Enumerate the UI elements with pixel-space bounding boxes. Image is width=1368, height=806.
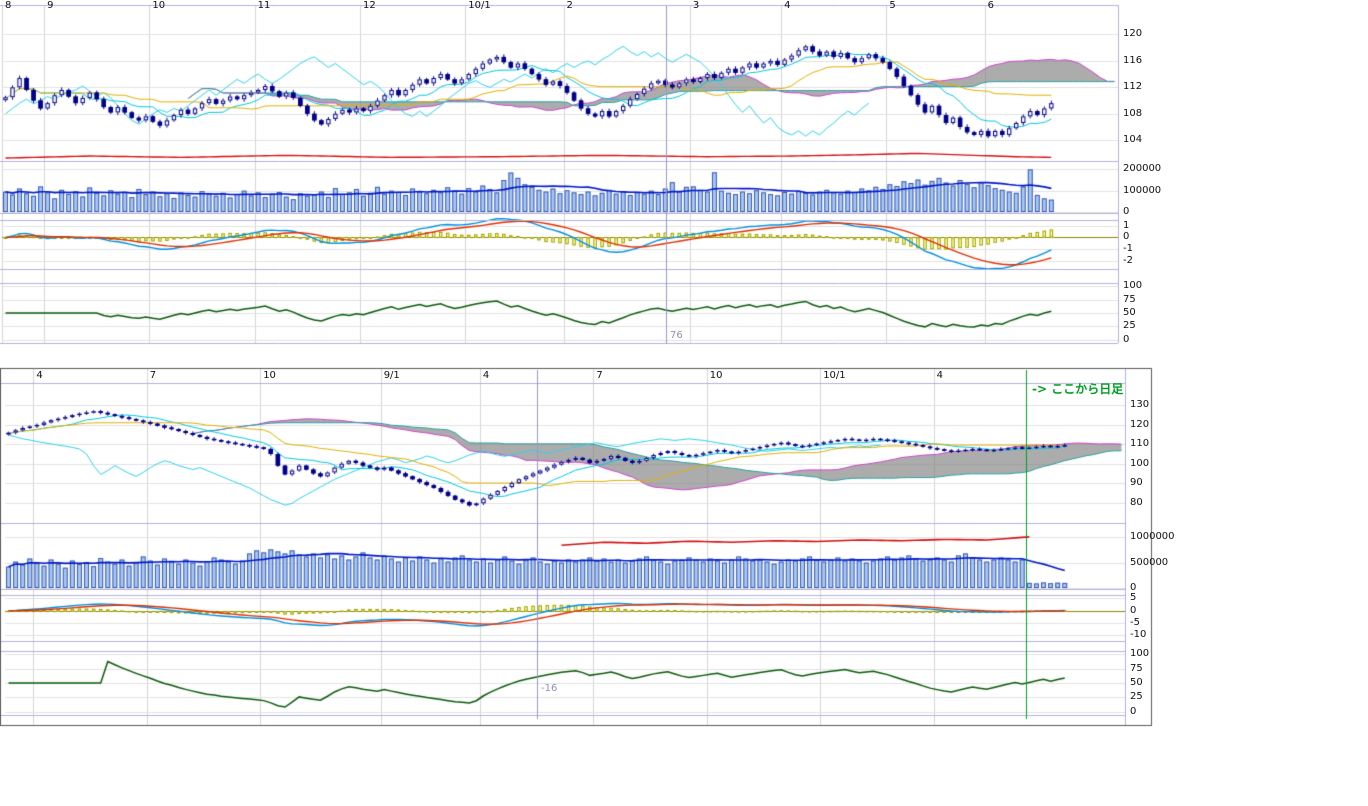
- x-axis-label: 10: [263, 370, 276, 381]
- x-axis-label: 4: [482, 370, 490, 381]
- x-axis-label: 4: [36, 370, 43, 381]
- x-axis-label: 9: [47, 0, 54, 11]
- x-axis-label: 9/1: [383, 370, 400, 381]
- x-axis-label: 11: [257, 0, 271, 11]
- price-tick-label: 104: [1123, 134, 1143, 146]
- price-tick-label: 108: [1123, 107, 1143, 119]
- rsi-tick-label: 75: [1123, 293, 1136, 305]
- price-tick-label: 110: [1130, 438, 1150, 450]
- bar-count-marker-label-top: 76: [670, 330, 683, 341]
- volume-tick-label: 1000000: [1130, 531, 1175, 543]
- rsi-tick-label: 0: [1130, 705, 1137, 717]
- price-tick-label: 120: [1123, 28, 1143, 40]
- price-tick-label: 100: [1130, 457, 1150, 469]
- x-axis-label: 5: [889, 0, 896, 11]
- price-tick-label: 90: [1130, 477, 1143, 489]
- rsi-tick-label: 0: [1123, 333, 1130, 345]
- volume-tick-label: 500000: [1130, 556, 1169, 568]
- rsi-tick-label: 25: [1130, 691, 1143, 703]
- macd-tick-label: -1: [1123, 243, 1133, 255]
- rsi-tick-label: 50: [1130, 677, 1143, 688]
- rsi-tick-label: 100: [1123, 280, 1143, 292]
- price-tick-label: 80: [1130, 496, 1143, 508]
- x-axis-label: 6: [987, 0, 995, 11]
- x-axis-label: 10/1: [823, 370, 846, 381]
- price-tick-label: 116: [1123, 54, 1143, 66]
- macd-tick-label: -2: [1123, 254, 1133, 266]
- x-axis-label: 3: [692, 0, 700, 11]
- volume-tick-label: 0: [1130, 582, 1137, 593]
- rsi-tick-label: 25: [1123, 320, 1136, 332]
- x-axis-label: 8: [5, 0, 12, 11]
- price-tick-label: 112: [1123, 81, 1143, 93]
- x-axis-label: 7: [596, 370, 603, 381]
- macd-tick-label: -5: [1130, 616, 1140, 628]
- x-axis-label: 10/1: [468, 0, 491, 11]
- x-axis-label: 4: [784, 0, 791, 11]
- price-tick-label: 130: [1130, 399, 1150, 411]
- macd-tick-label: 1: [1123, 219, 1130, 231]
- price-tick-label: 120: [1130, 418, 1150, 430]
- macd-tick-label: -10: [1130, 629, 1147, 641]
- rsi-tick-label: 75: [1130, 662, 1143, 674]
- volume-tick-label: 0: [1123, 206, 1130, 217]
- macd-tick-label: 0: [1123, 231, 1130, 243]
- macd-tick-label: 0: [1130, 604, 1137, 616]
- daily-bars-start-annotation: -> ここから日足: [1032, 382, 1124, 396]
- x-axis-label: 12: [362, 0, 376, 11]
- bar-count-marker-label-bottom: -16: [541, 683, 558, 694]
- volume-tick-label: 100000: [1123, 184, 1162, 196]
- volume-tick-label: 200000: [1123, 163, 1162, 175]
- rsi-tick-label: 50: [1123, 307, 1136, 318]
- x-axis-label: 10: [709, 370, 723, 381]
- rsi-tick-label: 100: [1130, 648, 1150, 660]
- x-axis-label: 7: [149, 370, 157, 381]
- x-axis-label: 4: [936, 370, 943, 381]
- macd-tick-label: 5: [1130, 592, 1137, 604]
- x-axis-label: 2: [566, 0, 573, 11]
- x-axis-label: 10: [152, 0, 166, 11]
